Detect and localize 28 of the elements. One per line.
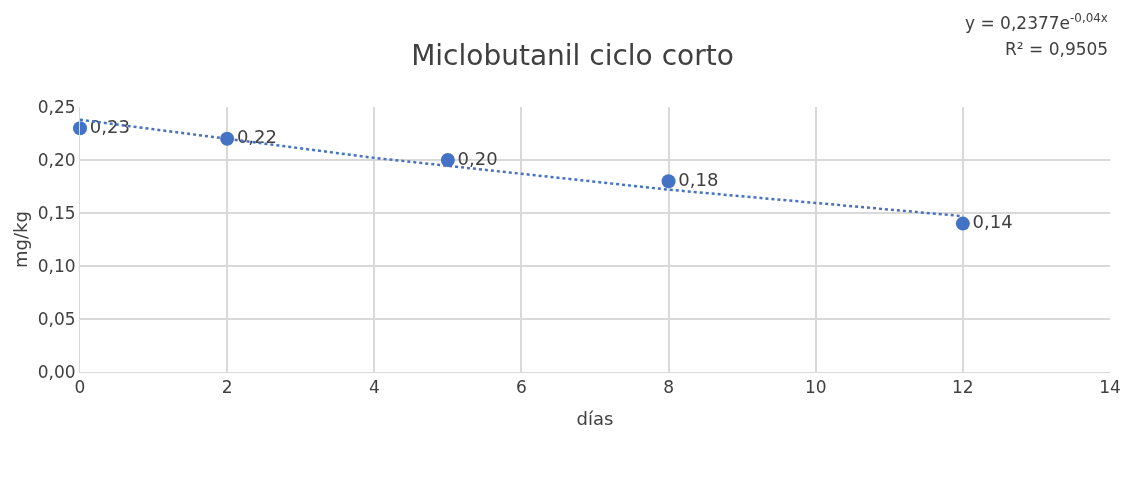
chart-title: Miclobutanil ciclo corto [411, 39, 734, 72]
x-tick-label: 14 [1099, 377, 1121, 398]
point [955, 216, 970, 231]
text: R² = 0,9505 [1005, 39, 1109, 59]
y-tick-label: 0,00 [37, 361, 76, 382]
point [73, 121, 87, 136]
y-tick-label: 0,15 [37, 202, 76, 223]
y-tick-label: 0,20 [37, 149, 76, 170]
x-tick-label: 10 [804, 377, 827, 398]
data-label: 0,23 [89, 115, 130, 137]
x-tick-label: 6 [516, 377, 527, 398]
data-label: 0,22 [236, 126, 277, 148]
y-axis-title: mg/kg [9, 211, 31, 268]
x-tick-label: 12 [952, 377, 974, 398]
y-tick-label: 0,10 [37, 255, 76, 276]
point [440, 153, 455, 167]
y-tick-label: 0,25 [37, 96, 76, 117]
x-tick-label: 8 [663, 377, 674, 398]
text: y = 0,2377e$^{-0,04x}$ [965, 11, 1108, 34]
x-tick-label: 2 [221, 377, 233, 398]
data-label: 0,18 [678, 168, 719, 190]
data-label: 0,14 [972, 211, 1013, 233]
point [661, 174, 676, 189]
x-tick-label: 0 [74, 377, 86, 398]
y-tick-label: 0,05 [37, 308, 76, 329]
x-tick-label: 4 [368, 377, 380, 398]
x-axis-title: días [576, 407, 614, 429]
data-label: 0,20 [457, 147, 498, 169]
